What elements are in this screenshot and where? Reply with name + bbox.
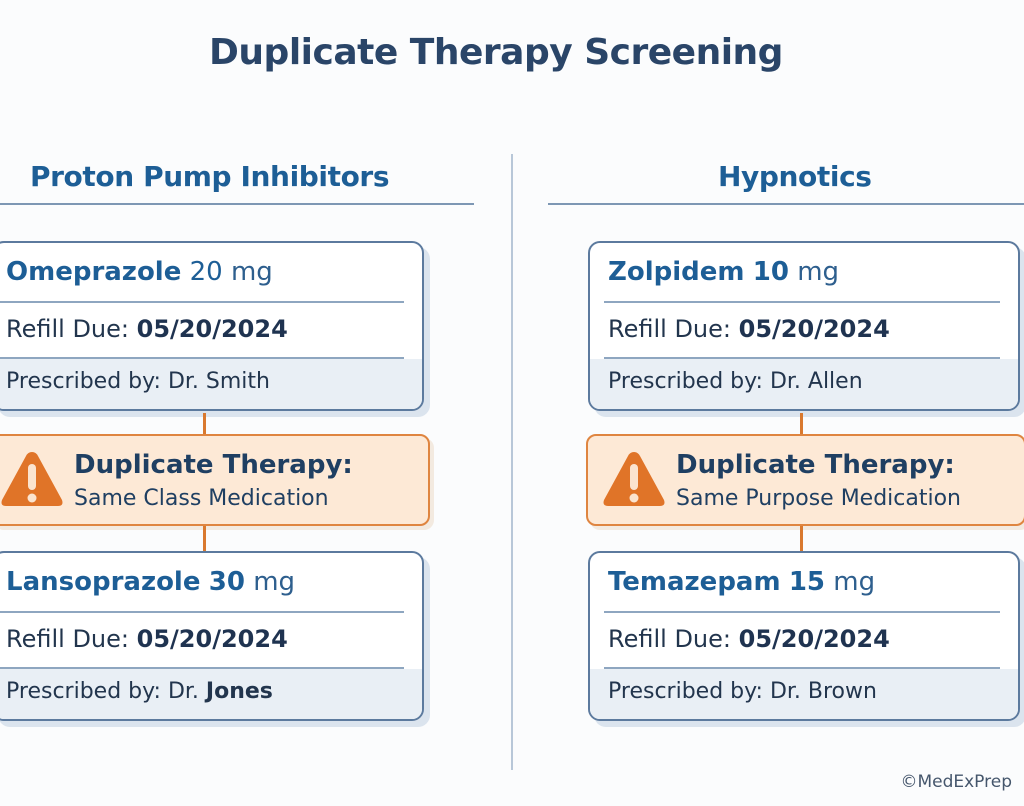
- card-name-row: Zolpidem 10 mg: [590, 243, 1018, 303]
- prescriber: Prescribed by: Dr. Allen: [608, 369, 863, 394]
- card-prescriber-row: Prescribed by: Dr. Smith: [0, 359, 422, 409]
- connector-line: [800, 526, 803, 552]
- card-divider: [604, 357, 1000, 359]
- copyright-notice: ©MedExPrep: [900, 772, 1012, 792]
- prescriber-prefix: Prescribed by: Dr.: [6, 679, 206, 704]
- alert-title: Duplicate Therapy:: [676, 450, 955, 480]
- alert-subtitle: Same Class Medication: [74, 486, 329, 511]
- card-refill-row: Refill Due: 05/20/2024: [590, 303, 1018, 359]
- page-title: Duplicate Therapy Screening: [209, 32, 783, 73]
- medication-card-zolpidem[interactable]: Zolpidem 10 mg Refill Due: 05/20/2024 Pr…: [588, 241, 1020, 411]
- card-refill-row: Refill Due: 05/20/2024: [0, 613, 422, 669]
- connector-line: [203, 526, 206, 552]
- refill-info: Refill Due: 05/20/2024: [608, 315, 890, 343]
- prescriber-name: Jones: [205, 679, 273, 704]
- warning-triangle-icon: [603, 452, 665, 506]
- drug-dose: 10: [752, 257, 789, 287]
- refill-label: Refill Due:: [608, 625, 731, 653]
- card-prescriber-row: Prescribed by: Dr. Allen: [590, 359, 1018, 409]
- drug-unit: mg: [833, 567, 876, 597]
- refill-info: Refill Due: 05/20/2024: [608, 625, 890, 653]
- card-divider: [604, 667, 1000, 669]
- connector-line: [203, 413, 206, 435]
- alert-subtitle: Same Purpose Medication: [676, 486, 962, 511]
- section-heading-hypnotics: Hypnotics: [718, 160, 872, 193]
- section-heading-ppi: Proton Pump Inhibitors: [30, 160, 390, 193]
- refill-date: 05/20/2024: [136, 315, 288, 343]
- refill-info: Refill Due: 05/20/2024: [6, 315, 288, 343]
- refill-date: 05/20/2024: [738, 315, 890, 343]
- drug-dose: 15: [788, 567, 826, 597]
- medication-card-lansoprazole[interactable]: Lansoprazole 30 mg Refill Due: 05/20/202…: [0, 551, 424, 721]
- drug-name: Omeprazole 20 mg: [6, 257, 273, 287]
- prescriber: Prescribed by: Dr. Smith: [6, 369, 270, 394]
- card-divider: [0, 667, 404, 669]
- warning-triangle-icon: [1, 452, 63, 506]
- refill-date: 05/20/2024: [738, 625, 890, 653]
- drug-label: Omeprazole: [6, 257, 182, 287]
- duplicate-therapy-alert-ppi[interactable]: Duplicate Therapy: Same Class Medication: [0, 434, 430, 526]
- card-name-row: Temazepam 15 mg: [590, 553, 1018, 613]
- card-refill-row: Refill Due: 05/20/2024: [590, 613, 1018, 669]
- refill-label: Refill Due:: [6, 315, 129, 343]
- refill-label: Refill Due:: [6, 625, 129, 653]
- medication-card-temazepam[interactable]: Temazepam 15 mg Refill Due: 05/20/2024 P…: [588, 551, 1020, 721]
- drug-unit: mg: [797, 257, 840, 287]
- connector-line: [800, 413, 803, 435]
- card-divider: [0, 301, 404, 303]
- drug-name: Temazepam 15 mg: [608, 567, 875, 597]
- card-divider: [0, 611, 404, 613]
- card-divider: [0, 357, 404, 359]
- drug-dose: 30: [208, 567, 245, 597]
- prescriber: Prescribed by: Dr. Jones: [6, 679, 273, 704]
- drug-dose: 20: [189, 257, 223, 287]
- card-prescriber-row: Prescribed by: Dr. Brown: [590, 669, 1018, 719]
- drug-name: Lansoprazole 30 mg: [6, 567, 295, 597]
- refill-label: Refill Due:: [608, 315, 731, 343]
- medication-card-omeprazole[interactable]: Omeprazole 20 mg Refill Due: 05/20/2024 …: [0, 241, 424, 411]
- center-divider: [511, 154, 513, 770]
- drug-unit: mg: [230, 257, 273, 287]
- card-refill-row: Refill Due: 05/20/2024: [0, 303, 422, 359]
- refill-info: Refill Due: 05/20/2024: [6, 625, 288, 653]
- section-rule-hypnotics: [548, 203, 1024, 205]
- section-rule-ppi: [0, 203, 474, 205]
- duplicate-therapy-alert-hypnotics[interactable]: Duplicate Therapy: Same Purpose Medicati…: [586, 434, 1024, 526]
- refill-date: 05/20/2024: [136, 625, 288, 653]
- card-divider: [604, 301, 1000, 303]
- drug-label: Lansoprazole: [6, 567, 201, 597]
- drug-unit: mg: [253, 567, 296, 597]
- drug-label: Zolpidem: [608, 257, 745, 287]
- card-divider: [604, 611, 1000, 613]
- card-prescriber-row: Prescribed by: Dr. Jones: [0, 669, 422, 719]
- prescriber: Prescribed by: Dr. Brown: [608, 679, 877, 704]
- card-name-row: Lansoprazole 30 mg: [0, 553, 422, 613]
- card-name-row: Omeprazole 20 mg: [0, 243, 422, 303]
- drug-name: Zolpidem 10 mg: [608, 257, 839, 287]
- drug-label: Temazepam: [608, 567, 781, 597]
- alert-title: Duplicate Therapy:: [74, 450, 353, 480]
